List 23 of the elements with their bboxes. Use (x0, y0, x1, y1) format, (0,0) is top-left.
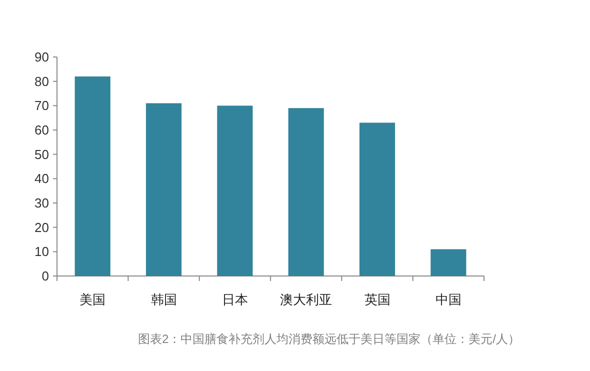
bar (74, 76, 110, 276)
y-tick-label: 10 (34, 244, 49, 260)
x-tick-label: 英国 (364, 292, 390, 307)
x-tick-label: 美国 (80, 292, 106, 307)
bar (288, 108, 324, 276)
y-tick-label: 0 (42, 268, 49, 284)
bar (359, 122, 396, 276)
y-tick-label: 80 (34, 74, 49, 89)
x-tick-label: 日本 (222, 292, 248, 307)
y-tick-label: 90 (34, 50, 49, 64)
y-tick-label: 70 (34, 98, 49, 114)
x-tick-label: 中国 (435, 292, 462, 307)
bar (217, 106, 253, 276)
text: 图表2：中国膳食补充剂人均消费额远低于美日等国家（单位：美元/人） (138, 332, 520, 346)
y-tick-label: 30 (34, 196, 49, 210)
x-tick-label: 韩国 (150, 292, 177, 307)
y-tick-label: 60 (34, 122, 49, 138)
y-tick-label: 40 (34, 171, 49, 186)
x-tick-label: 澳大利亚 (280, 292, 332, 307)
y-tick-label: 50 (34, 146, 49, 162)
bar (430, 249, 466, 276)
bar (146, 103, 182, 276)
y-tick-label: 20 (34, 220, 49, 235)
